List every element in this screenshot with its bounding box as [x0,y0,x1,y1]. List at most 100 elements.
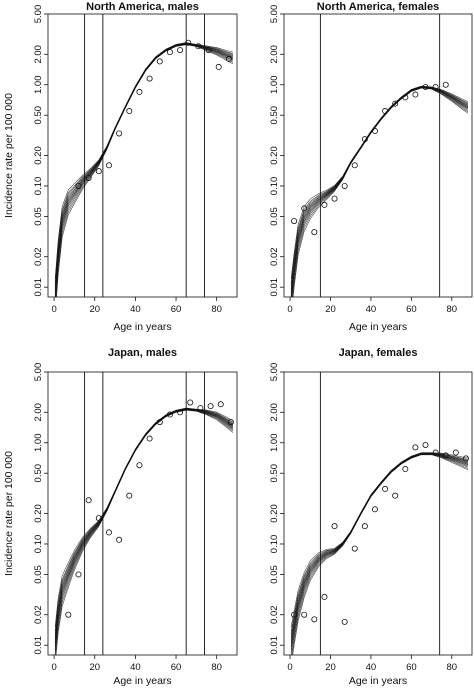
y-tick-label: 0.20 [33,504,44,523]
observed-point [116,536,123,543]
fitted-curve [54,43,234,295]
x-tick-label: 0 [287,662,292,673]
y-tick-label: 0.01 [33,278,44,297]
observed-point [422,442,429,449]
x-axis-label: Age in years [349,675,407,687]
observed-point [177,409,184,416]
y-tick-label: 5.00 [269,5,280,24]
observed-point [382,485,389,492]
y-tick-label: 0.50 [269,464,280,483]
x-tick-label: 0 [51,304,56,315]
fitted-curve [55,43,234,297]
observed-point [351,162,358,169]
observed-point [95,168,102,175]
observed-point [85,497,92,504]
y-tick-label: 0.05 [269,565,280,584]
y-tick-label: 0.10 [269,177,280,196]
x-tick-label: 40 [366,304,377,315]
plot-area [290,372,469,655]
fitted-curve [54,43,234,292]
panel-title: Japan, males [108,347,177,359]
fitted-curve [54,42,234,290]
observed-point [187,399,194,406]
fitted-curve [290,453,469,650]
fitted-curve [290,453,469,643]
observed-point [412,444,419,451]
observed-point [291,218,298,225]
fitted-curve [54,409,234,650]
fitted-curve [290,453,469,645]
y-tick-label: 0.05 [33,207,44,226]
y-tick-label: 0.50 [269,106,280,125]
fitted-curve [54,408,234,638]
observed-point [422,84,429,91]
plot-frame [283,371,473,656]
y-tick-label: 0.02 [269,605,280,624]
x-tick-label: 60 [406,304,417,315]
observed-point [185,39,192,46]
x-tick-label: 0 [287,304,292,315]
fitted-curve [54,409,234,653]
observed-point [75,182,82,189]
y-tick-label: 1.00 [269,434,280,453]
fitted-curve [54,42,234,284]
fitted-curve [54,408,234,648]
y-axis-label: Incidence rate per 100 000 [3,93,15,218]
y-axis-label: Incidence rate per 100 000 [3,451,15,576]
fitted-curve [54,42,234,287]
observed-point [341,182,348,189]
observed-point [136,88,143,95]
plot-area [290,14,469,297]
x-tick-label: 20 [325,662,336,673]
panel-title: North America, males [86,1,199,13]
fitted-curve [54,409,234,655]
fitted-curve [54,43,234,297]
x-tick-label: 20 [89,304,100,315]
observed-point [291,611,298,618]
observed-point [311,229,318,236]
y-tick-label: 1.00 [269,76,280,95]
panel-jp-females: Japan, females 0.01 0.02 0.05 0.10 0.20 0.50 1.… [269,347,473,687]
fitted-curve [54,42,234,279]
fitted-curve [54,407,234,628]
observed-point [75,571,82,578]
observed-point [205,47,212,54]
panel-title: Japan, females [339,347,418,359]
observed-point [321,201,328,208]
fitted-curve [54,408,234,643]
observed-point [105,529,112,536]
x-tick-label: 40 [130,304,141,315]
x-tick-label: 20 [89,662,100,673]
fitted-curve [55,43,234,297]
observed-point [156,419,163,426]
observed-point [371,127,378,134]
x-axis-label: Age in years [349,321,407,333]
observed-point [166,49,173,56]
y-tick-label: 0.02 [269,247,280,266]
x-tick-label: 60 [171,304,182,315]
plot-frame [47,13,238,298]
x-tick-label: 40 [130,662,141,673]
observed-point [361,136,368,143]
fitted-curve [54,408,234,632]
plot-area [54,372,234,655]
y-tick-label: 0.10 [269,535,280,554]
y-tick-label: 5.00 [269,363,280,382]
fitted-curve [55,409,234,655]
x-tick-label: 80 [211,662,222,673]
observed-point [442,81,449,88]
y-tick-label: 0.01 [33,636,44,655]
y-tick-label: 2.00 [269,45,280,64]
x-axis-label: Age in years [113,675,171,687]
observed-point [351,545,358,552]
x-tick-label: 20 [325,304,336,315]
observed-point [341,618,348,625]
observed-point [177,47,184,54]
observed-point [402,466,409,473]
observed-point [402,94,409,101]
y-tick-label: 2.00 [33,45,44,64]
x-tick-label: 0 [51,662,56,673]
observed-point [225,55,232,62]
fitted-curve [291,86,469,297]
fitted-curve [290,453,469,640]
